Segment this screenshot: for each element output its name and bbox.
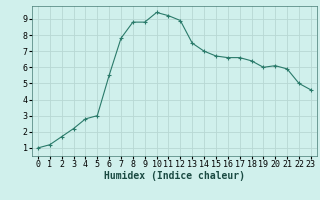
X-axis label: Humidex (Indice chaleur): Humidex (Indice chaleur) (104, 171, 245, 181)
